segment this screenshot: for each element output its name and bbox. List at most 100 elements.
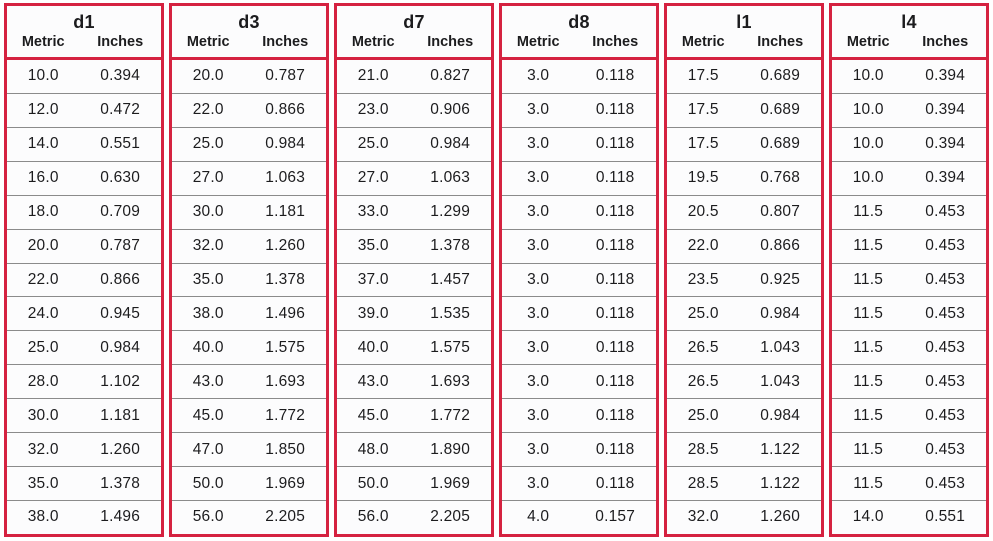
inches-value: 1.535 [430,304,471,322]
table-row: 25.0 0.984 [667,398,821,432]
table-row: 11.5 0.453 [832,228,986,263]
inches-value: 1.181 [265,203,306,221]
metric-value: 10.0 [852,101,884,119]
inches-value: 1.575 [430,338,471,356]
column-group-title: d8 [568,12,590,32]
inches-value: 1.378 [100,474,141,492]
inches-value: 0.689 [760,101,801,119]
inches-value: 1.122 [760,474,801,492]
inches-value: 1.260 [100,440,141,458]
metric-value: 14.0 [852,508,884,526]
inches-value: 0.394 [100,67,141,85]
metric-value: 40.0 [357,338,389,356]
metric-value: 33.0 [357,203,389,221]
metric-value: 35.0 [357,237,389,255]
table-row: 45.0 1.772 [172,398,326,432]
table-row: 50.0 1.969 [172,466,326,500]
column-group-header: d8 Metric Inches [502,6,656,60]
metric-value: 17.5 [687,101,719,119]
metric-value: 47.0 [192,440,224,458]
table-row: 22.0 0.866 [172,92,326,127]
inches-value: 0.453 [925,237,966,255]
column-group-subheaders: Metric Inches [832,33,986,52]
inches-header: Inches [922,34,969,50]
table-row: 11.5 0.453 [832,262,986,297]
metric-value: 30.0 [192,203,224,221]
metric-value: 11.5 [853,203,884,221]
inches-value: 1.043 [760,372,801,390]
metric-value: 25.0 [687,304,719,322]
metric-value: 56.0 [357,508,389,526]
table-row: 28.0 1.102 [7,364,161,398]
inches-value: 1.299 [430,203,471,221]
inches-value: 0.394 [925,169,966,187]
metric-value: 25.0 [357,135,389,153]
table-row: 3.0 0.118 [502,466,656,500]
inches-value: 1.693 [265,372,306,390]
inches-value: 0.118 [595,372,635,390]
table-row: 20.0 0.787 [7,228,161,263]
table-row: 22.0 0.866 [667,228,821,263]
metric-value: 21.0 [357,67,389,85]
metric-value: 3.0 [527,237,550,255]
inches-value: 1.969 [265,474,306,492]
table-row: 23.0 0.906 [337,92,491,127]
metric-value: 45.0 [357,406,389,424]
inches-value: 0.394 [925,101,966,119]
metric-value: 23.5 [687,270,719,288]
inches-value: 0.945 [100,304,141,322]
inches-value: 0.689 [760,67,801,85]
metric-value: 50.0 [192,474,224,492]
metric-value: 32.0 [687,508,719,526]
table-row: 14.0 0.551 [832,499,986,534]
inches-value: 0.118 [595,304,635,322]
inches-header: Inches [757,34,804,50]
metric-header: Metric [846,34,890,50]
column-group-body: 17.5 0.689 17.5 0.689 17.5 0.689 19.5 0.… [667,60,821,534]
metric-value: 50.0 [357,474,389,492]
column-group-body: 20.0 0.787 22.0 0.866 25.0 0.984 27.0 1.… [172,60,326,534]
inches-value: 0.630 [100,169,141,187]
metric-value: 48.0 [357,440,389,458]
inches-value: 0.118 [595,474,635,492]
metric-header: Metric [21,34,65,50]
table-row: 30.0 1.181 [172,194,326,229]
metric-value: 3.0 [527,270,550,288]
table-row: 38.0 1.496 [172,296,326,330]
inches-value: 0.787 [265,67,306,85]
column-group-header: d7 Metric Inches [337,6,491,60]
inches-value: 1.850 [265,440,306,458]
metric-value: 17.5 [687,67,719,85]
metric-value: 22.0 [192,101,224,119]
inches-value: 0.551 [925,508,966,526]
table-row: 12.0 0.472 [7,92,161,127]
column-group: d1 Metric Inches 10.0 0.394 12.0 0.472 1… [4,3,164,537]
table-row: 17.5 0.689 [667,126,821,161]
inches-value: 0.118 [595,135,635,153]
table-row: 20.5 0.807 [667,194,821,229]
metric-value: 22.0 [27,270,59,288]
table-row: 3.0 0.118 [502,432,656,466]
column-group-title: d7 [403,12,425,32]
table-row: 43.0 1.693 [337,364,491,398]
table-row: 10.0 0.394 [832,160,986,195]
inches-value: 0.118 [595,406,635,424]
table-row: 23.5 0.925 [667,262,821,297]
inches-value: 0.118 [595,203,635,221]
inches-value: 1.043 [760,338,801,356]
table-row: 11.5 0.453 [832,466,986,500]
inches-value: 0.394 [925,135,966,153]
inches-value: 0.118 [595,440,635,458]
metric-value: 10.0 [852,67,884,85]
column-group: l4 Metric Inches 10.0 0.394 10.0 0.394 1… [829,3,989,537]
inches-value: 0.984 [430,135,471,153]
table-row: 30.0 1.181 [7,398,161,432]
metric-value: 11.5 [853,237,884,255]
table-row: 26.5 1.043 [667,330,821,364]
table-row: 10.0 0.394 [832,92,986,127]
metric-value: 11.5 [853,304,884,322]
metric-value: 3.0 [527,338,550,356]
inches-value: 1.378 [430,237,471,255]
column-group-subheaders: Metric Inches [7,33,161,52]
inches-value: 0.925 [760,270,801,288]
